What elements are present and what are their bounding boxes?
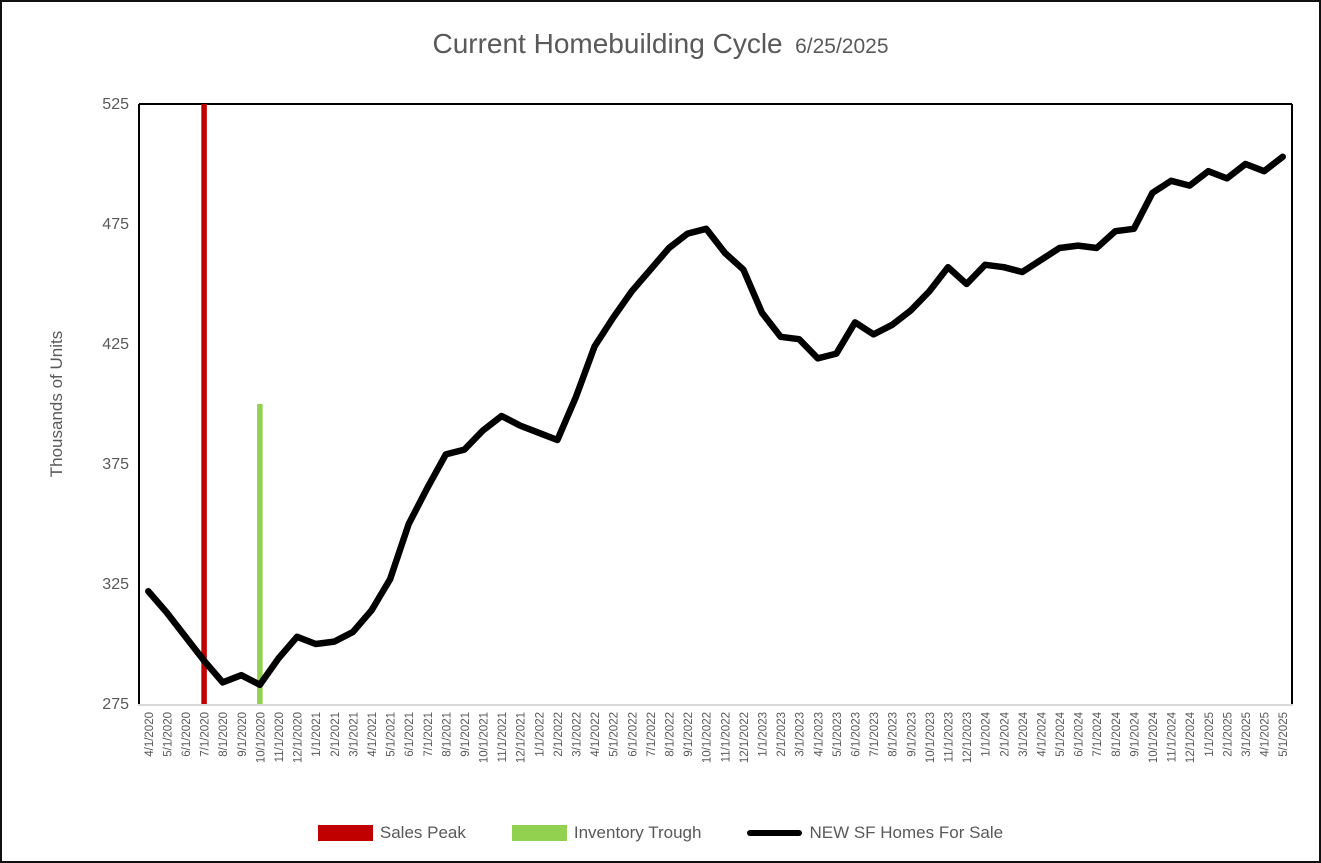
x-tick-label: 6/1/2023	[850, 712, 862, 757]
chart-title-date: 6/25/2025	[795, 35, 889, 58]
x-tick-label: 12/1/2021	[516, 712, 528, 763]
x-tick-label: 1/1/2021	[311, 712, 323, 757]
new-sf-homes-for-sale-line	[145, 153, 1286, 689]
x-tick-label: 9/1/2020	[237, 712, 249, 757]
x-tick-label: 5/1/2020	[162, 712, 174, 757]
y-axis-title: Thousands of Units	[47, 331, 66, 477]
x-tick-label: 11/1/2020	[274, 712, 286, 762]
x-tick-label: 2/1/2021	[330, 712, 342, 757]
x-tick-label: 9/1/2023	[906, 712, 918, 757]
x-tick-label: 3/1/2023	[795, 712, 807, 757]
x-tick-label: 6/1/2022	[627, 712, 639, 757]
x-tick-label: 5/1/2025	[1278, 712, 1290, 757]
legend-label: NEW SF Homes For Sale	[809, 823, 1004, 842]
x-tick-label: 10/1/2024	[1148, 711, 1160, 763]
x-tick-label: 11/1/2024	[1167, 711, 1179, 762]
x-tick-label: 5/1/2024	[1055, 711, 1067, 756]
y-tick-label: 425	[102, 336, 129, 353]
x-tick-label: 7/1/2020	[200, 712, 212, 757]
y-tick-label: 275	[102, 696, 129, 713]
x-tick-label: 5/1/2022	[609, 712, 621, 757]
x-tick-label: 11/1/2022	[720, 712, 732, 762]
legend-label: Sales Peak	[379, 823, 466, 842]
x-tick-label: 4/1/2022	[590, 712, 602, 757]
x-tick-label: 12/1/2023	[962, 712, 974, 763]
sales-peak-bar	[201, 104, 207, 704]
x-tick-label: 6/1/2021	[404, 712, 416, 757]
x-tick-label: 9/1/2022	[683, 712, 695, 757]
inventory-trough-swatch-icon	[511, 825, 567, 841]
y-tick-label: 475	[102, 216, 129, 233]
x-tick-label: 5/1/2021	[386, 712, 398, 757]
x-tick-label: 8/1/2021	[441, 712, 453, 757]
x-tick-label: 3/1/2021	[348, 712, 360, 757]
x-tick-label: 4/1/2023	[813, 712, 825, 757]
legend-item-inventory-trough: Inventory Trough	[511, 823, 702, 843]
y-tick-label: 325	[102, 576, 129, 593]
x-tick-label: 7/1/2022	[646, 712, 658, 757]
x-tick-label: 2/1/2025	[1222, 712, 1234, 757]
x-tick-label: 9/1/2021	[460, 712, 472, 757]
x-tick-label: 1/1/2023	[757, 712, 769, 757]
x-tick-label: 2/1/2023	[776, 712, 788, 757]
x-tick-label: 4/1/2020	[144, 712, 156, 757]
x-tick-label: 11/1/2021	[497, 712, 509, 762]
x-tick-label: 6/1/2024	[1074, 711, 1086, 756]
x-tick-label: 5/1/2023	[832, 712, 844, 757]
x-tick-label: 1/1/2025	[1204, 712, 1216, 757]
x-tick-label: 8/1/2024	[1111, 711, 1123, 756]
inventory-trough-bar	[257, 404, 263, 704]
x-tick-label: 7/1/2024	[1092, 711, 1104, 756]
x-tick-label: 8/1/2023	[888, 712, 900, 757]
x-tick-label: 10/1/2020	[255, 712, 267, 763]
x-tick-label: 12/1/2024	[1185, 711, 1197, 763]
legend-item-new-sf-homes: NEW SF Homes For Sale	[747, 823, 1003, 843]
x-tick-label: 12/1/2020	[293, 712, 305, 763]
x-tick-label: 10/1/2022	[702, 712, 714, 763]
x-tick-label: 6/1/2020	[181, 712, 193, 757]
x-tick-label: 2/1/2024	[999, 711, 1011, 756]
x-tick-label: 3/1/2025	[1241, 712, 1253, 757]
legend-item-sales-peak: Sales Peak	[317, 823, 466, 843]
x-tick-label: 3/1/2022	[572, 712, 584, 757]
x-tick-label: 3/1/2024	[1018, 711, 1030, 756]
x-tick-label: 8/1/2020	[218, 712, 230, 757]
line-swatch-icon	[747, 830, 803, 836]
x-tick-label: 12/1/2022	[739, 712, 751, 763]
x-tick-label: 7/1/2023	[869, 712, 881, 757]
chart-title-text: Current Homebuilding Cycle	[432, 28, 783, 59]
x-tick-label: 9/1/2024	[1129, 711, 1141, 756]
x-tick-label: 2/1/2022	[553, 712, 565, 757]
x-tick-label: 7/1/2021	[423, 712, 435, 757]
x-tick-label: 11/1/2023	[943, 712, 955, 762]
x-tick-label: 1/1/2022	[534, 712, 546, 757]
chart-title: Current Homebuilding Cycle 6/25/2025	[2, 28, 1319, 60]
y-tick-label: 525	[102, 96, 129, 113]
x-tick-label: 10/1/2023	[925, 712, 937, 763]
y-tick-label: 375	[102, 456, 129, 473]
x-tick-label: 4/1/2025	[1260, 712, 1272, 757]
sales-peak-swatch-icon	[317, 825, 373, 841]
x-tick-label: 8/1/2022	[665, 712, 677, 757]
x-tick-label: 1/1/2024	[981, 711, 993, 756]
x-tick-label: 4/1/2021	[367, 712, 379, 757]
x-tick-label: 4/1/2024	[1036, 711, 1048, 756]
legend-label: Inventory Trough	[573, 823, 702, 842]
legend: Sales Peak Inventory Trough NEW SF Homes…	[2, 823, 1319, 843]
x-tick-label: 10/1/2021	[479, 712, 491, 763]
